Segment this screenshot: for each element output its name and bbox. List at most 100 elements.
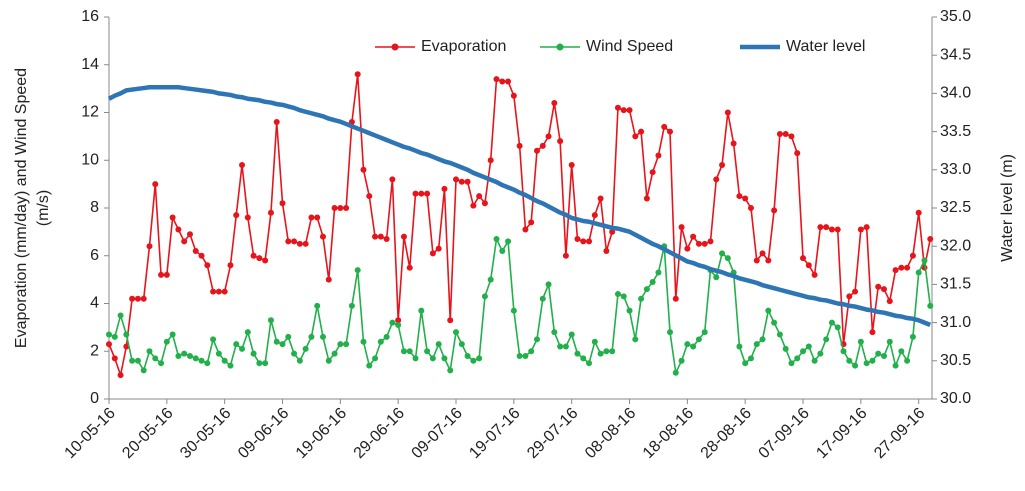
legend-marker — [391, 43, 399, 51]
data-point — [395, 317, 402, 324]
data-point — [823, 336, 830, 343]
data-point — [880, 286, 887, 293]
data-point — [747, 355, 754, 362]
data-point — [805, 343, 812, 350]
y-tick-label: 10 — [81, 151, 99, 168]
x-tick-label: 28-08-16 — [698, 405, 755, 462]
data-point — [898, 264, 905, 271]
x-tick-label: 27-09-16 — [871, 405, 928, 462]
data-point — [626, 107, 633, 114]
data-point — [736, 343, 743, 350]
data-point — [643, 286, 650, 293]
data-point — [655, 152, 662, 159]
data-point — [719, 162, 726, 169]
data-point — [481, 200, 488, 207]
data-point — [204, 360, 211, 367]
data-point — [204, 262, 211, 269]
data-point — [609, 348, 616, 355]
data-point — [343, 205, 350, 211]
data-point — [256, 255, 263, 262]
data-point — [233, 212, 240, 219]
data-point — [765, 257, 772, 264]
data-point — [921, 257, 928, 264]
data-point — [823, 224, 830, 231]
data-point — [192, 355, 199, 362]
x-tick-label: 19-07-16 — [466, 405, 523, 462]
data-point — [273, 338, 280, 345]
data-point — [516, 142, 523, 149]
data-point — [568, 331, 575, 338]
data-point — [285, 333, 292, 340]
data-point — [817, 224, 824, 231]
data-point — [412, 190, 419, 197]
y-axis-title: Evaporation (mm/day) and Wind Speed — [13, 68, 30, 348]
data-point — [106, 331, 112, 338]
data-point — [424, 190, 431, 197]
data-point — [614, 104, 621, 111]
data-point — [533, 147, 540, 154]
data-point — [418, 190, 425, 197]
data-point — [140, 295, 147, 302]
data-point — [493, 76, 500, 83]
data-point — [296, 357, 303, 364]
data-point — [539, 142, 546, 149]
data-point — [915, 269, 922, 276]
data-point — [719, 250, 726, 257]
data-point — [574, 236, 581, 243]
y2-tick-label: 34.0 — [940, 85, 971, 102]
data-point — [846, 293, 853, 300]
data-point — [186, 231, 193, 238]
data-point — [846, 357, 853, 364]
data-point — [302, 345, 309, 352]
data-point — [325, 357, 332, 364]
data-point — [458, 341, 465, 348]
y-tick-label: 2 — [90, 342, 99, 359]
data-point — [169, 331, 176, 338]
x-tick-label: 08-08-16 — [582, 405, 639, 462]
x-tick-label: 18-08-16 — [640, 405, 697, 462]
data-point — [753, 341, 760, 348]
data-point — [909, 252, 916, 259]
data-point — [834, 226, 841, 233]
data-point — [354, 267, 361, 274]
data-point — [424, 348, 431, 355]
data-point — [267, 317, 274, 324]
data-point — [331, 350, 338, 357]
data-point — [210, 288, 217, 295]
data-point — [291, 238, 298, 245]
data-point — [400, 233, 407, 240]
data-point — [632, 133, 639, 140]
data-point — [655, 269, 662, 276]
data-point — [464, 353, 471, 360]
data-point — [400, 348, 407, 355]
data-point — [828, 319, 835, 326]
data-point — [476, 355, 483, 362]
data-point — [291, 350, 298, 357]
data-point — [562, 252, 569, 259]
legend-label: Water level — [786, 38, 865, 55]
data-point — [568, 162, 575, 169]
data-point — [828, 226, 835, 233]
data-point — [227, 262, 234, 269]
y2-tick-label: 33.0 — [940, 161, 971, 178]
data-point — [152, 181, 159, 188]
data-point — [551, 329, 558, 336]
data-point — [134, 295, 141, 302]
data-point — [863, 360, 870, 367]
data-point — [620, 293, 627, 300]
data-point — [695, 240, 702, 247]
data-point — [788, 360, 795, 367]
data-point — [638, 128, 645, 135]
data-point — [233, 341, 240, 348]
data-point — [782, 130, 789, 137]
data-point — [892, 267, 899, 274]
data-point — [163, 271, 170, 278]
series-line — [107, 85, 932, 327]
data-point — [158, 271, 165, 278]
x-tick-label: 20-05-16 — [119, 405, 176, 462]
data-point — [464, 178, 471, 185]
data-point — [661, 123, 668, 130]
data-point — [343, 341, 350, 348]
data-point — [649, 169, 656, 176]
data-point — [557, 343, 564, 350]
